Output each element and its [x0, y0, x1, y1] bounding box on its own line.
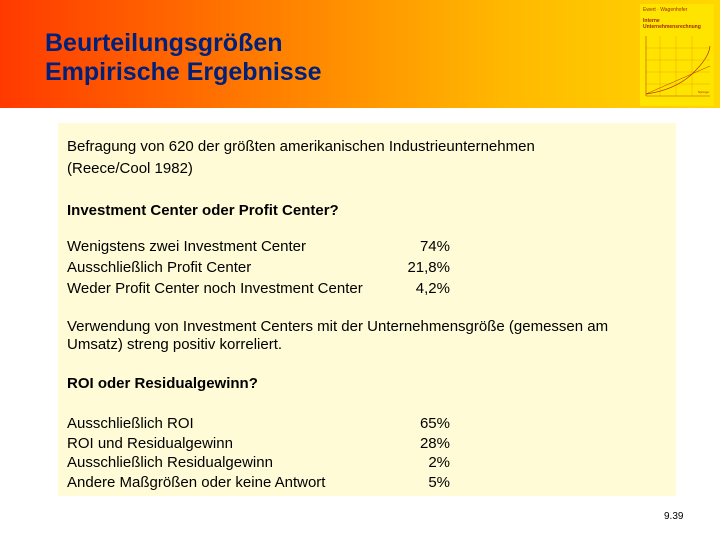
title-line-2: Empirische Ergebnisse [45, 58, 322, 86]
page-number: 9.39 [664, 511, 684, 522]
note-text-line-1: Verwendung von Investment Centers mit de… [67, 318, 609, 335]
q1-row-label: Wenigstens zwei Investment Center [67, 238, 306, 255]
book-cover-image: Ewert · Wagenhofer Interne Unternehmensr… [640, 4, 714, 106]
q2-row-value: 28% [419, 435, 450, 452]
q2-row-value: 2% [428, 454, 450, 471]
q1-row-label: Weder Profit Center noch Investment Cent… [67, 280, 363, 297]
header-banner: Beurteilungsgrößen Empirische Ergebnisse… [0, 0, 720, 108]
q2-row-value: 5% [428, 474, 450, 491]
q2-row-label: Andere Maßgrößen oder keine Antwort [67, 474, 326, 491]
note-text-line-2: Umsatz) streng positiv korreliert. [67, 336, 283, 353]
page-title: Beurteilungsgrößen Empirische Ergebnisse [45, 29, 322, 87]
book-title-line-1: Interne [643, 18, 660, 24]
book-title-line-2: Unternehmensrechnung [643, 24, 701, 30]
q2-row-label: ROI und Residualgewinn [67, 435, 233, 452]
q2-row-label: Ausschließlich ROI [67, 415, 194, 432]
q2-row-value: 65% [419, 415, 450, 432]
survey-text-line-1: Befragung von 620 der größten amerikanis… [67, 138, 535, 155]
book-author: Ewert · Wagenhofer [643, 7, 688, 13]
content-box: Befragung von 620 der größten amerikanis… [58, 123, 676, 496]
question-heading-2: ROI oder Residualgewinn? [67, 375, 258, 392]
q1-row-value: 74% [419, 238, 450, 255]
survey-text-line-2: (Reece/Cool 1982) [67, 160, 193, 177]
question-heading-1: Investment Center oder Profit Center? [67, 202, 339, 219]
q1-row-label: Ausschließlich Profit Center [67, 259, 252, 276]
book-publisher: Springer [698, 90, 710, 94]
book-cover-graph [645, 36, 711, 97]
q1-row-value: 21,8% [407, 259, 450, 276]
q1-row-value: 4,2% [415, 280, 450, 297]
title-line-1: Beurteilungsgrößen [45, 29, 283, 57]
q2-row-label: Ausschließlich Residualgewinn [67, 454, 273, 471]
